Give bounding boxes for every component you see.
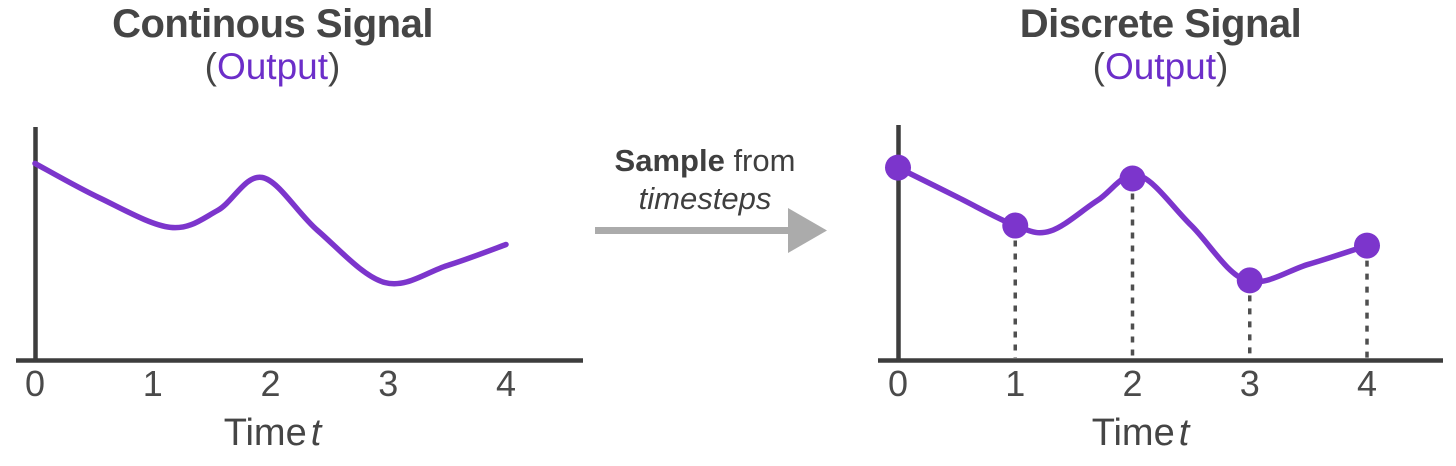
sample-arrow-icon [595, 208, 827, 253]
right-chart-title: Discrete Signal [1019, 2, 1302, 46]
right-xaxis-label: Time t [868, 412, 1413, 455]
data-point-marker [885, 154, 911, 181]
left-xaxis-label-var: t [310, 412, 322, 454]
left-chart-title-block: Continous Signal (Output) [0, 2, 545, 87]
left-chart-subtitle: (Output) [0, 45, 545, 88]
data-point-marker [1354, 232, 1380, 259]
left-subtitle-open-paren: ( [204, 45, 217, 87]
x-tick-label: 3 [1239, 363, 1260, 404]
data-point-marker [1236, 267, 1263, 294]
x-tick-label: 2 [260, 363, 281, 404]
transform-annotation-rest: from [724, 143, 796, 178]
transform-annotation-bold: Sample [614, 143, 725, 178]
x-tick-label: 4 [1356, 363, 1378, 404]
right-chart-subtitle: (Output) [878, 45, 1443, 88]
transform-annotation-line2: timesteps [638, 180, 772, 216]
right-chart-title-block: Discrete Signal (Output) [878, 2, 1443, 87]
x-tick-label: 4 [495, 363, 517, 404]
left-xaxis-label: Time t [0, 412, 545, 455]
x-tick-label: 1 [1005, 363, 1026, 404]
right-xaxis-label-var: t [1178, 412, 1190, 454]
signal-curve [32, 160, 509, 287]
left-chart-title: Continous Signal [112, 2, 433, 46]
right-subtitle-word: Output [1104, 45, 1217, 87]
data-point-marker [1119, 165, 1146, 192]
left-subtitle-close-paren: ) [328, 45, 341, 87]
x-tick-label: 3 [378, 363, 399, 404]
right-xaxis-label-text: Time [1091, 412, 1175, 454]
x-tick-label: 0 [24, 363, 46, 404]
left-subtitle-word: Output [216, 45, 329, 87]
x-tick-label: 0 [887, 363, 909, 404]
left-xaxis-label-text: Time [223, 412, 307, 454]
transform-annotation-line1: Sample from [560, 142, 850, 180]
data-point-marker [1002, 212, 1029, 239]
right-subtitle-open-paren: ( [1092, 45, 1105, 87]
transform-annotation: Sample from timesteps [560, 142, 850, 218]
x-tick-label: 1 [142, 363, 163, 404]
x-tick-label: 2 [1122, 363, 1143, 404]
right-subtitle-close-paren: ) [1216, 45, 1229, 87]
